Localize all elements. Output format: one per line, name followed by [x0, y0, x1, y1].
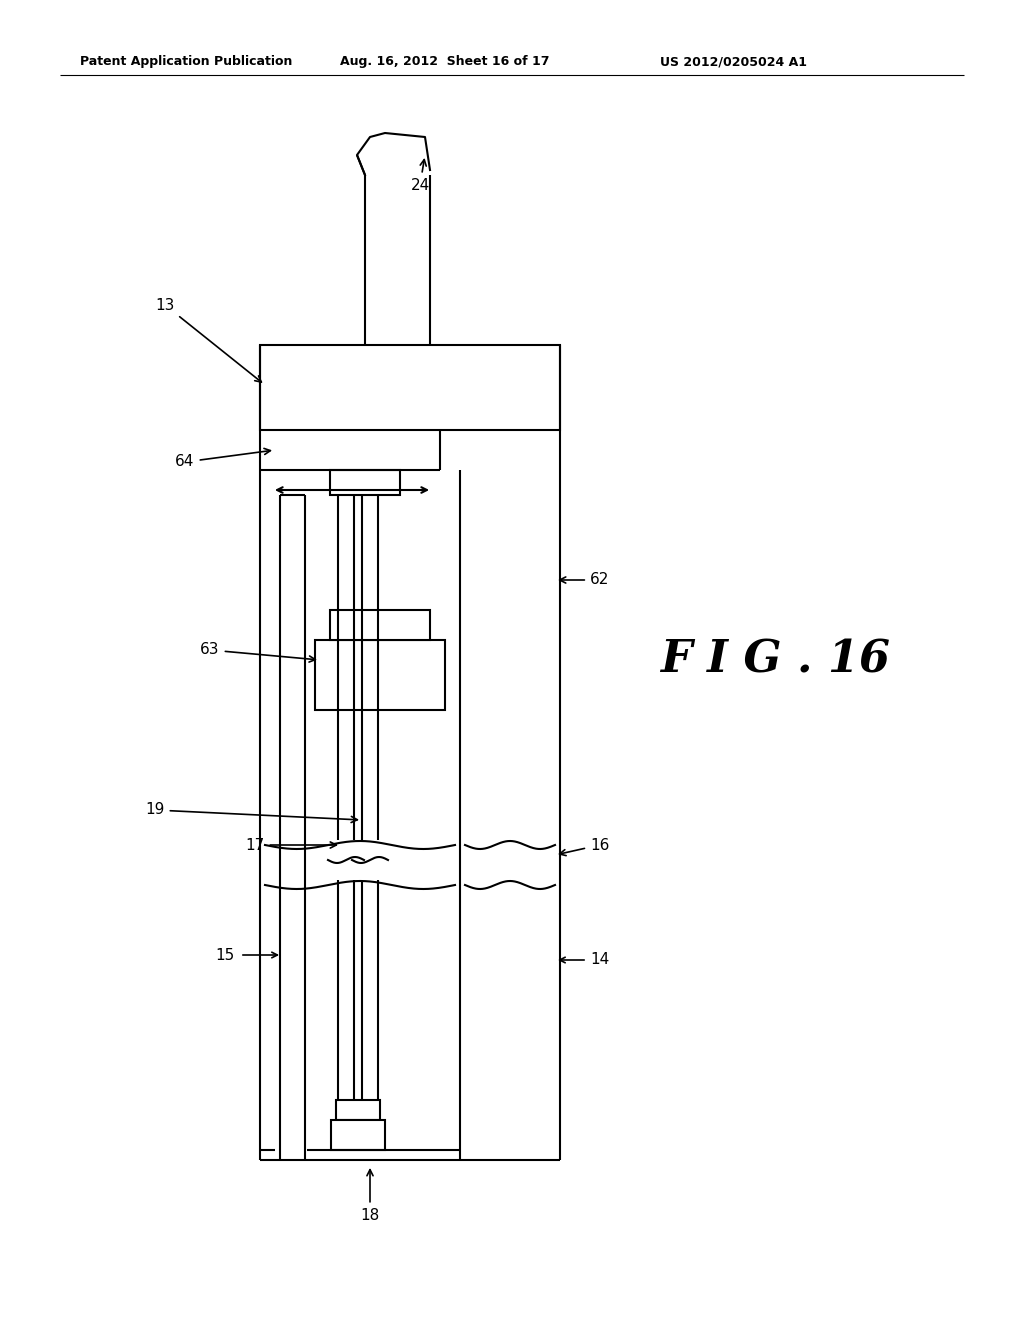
Text: 64: 64: [175, 449, 270, 470]
Text: 14: 14: [590, 953, 609, 968]
Bar: [315, 640, 445, 710]
Text: 16: 16: [559, 837, 609, 855]
Bar: [260, 345, 560, 430]
Text: 24: 24: [411, 160, 430, 193]
Text: 19: 19: [145, 803, 357, 822]
Text: Patent Application Publication: Patent Application Publication: [80, 55, 293, 69]
Text: 18: 18: [360, 1170, 380, 1222]
Bar: [336, 1100, 380, 1119]
Text: US 2012/0205024 A1: US 2012/0205024 A1: [660, 55, 807, 69]
Bar: [331, 1119, 385, 1150]
Text: 17: 17: [246, 837, 336, 853]
Text: Aug. 16, 2012  Sheet 16 of 17: Aug. 16, 2012 Sheet 16 of 17: [340, 55, 550, 69]
Text: 15: 15: [215, 948, 234, 962]
Bar: [330, 470, 400, 495]
Text: 62: 62: [560, 573, 609, 587]
Text: 13: 13: [156, 297, 261, 381]
Bar: [330, 610, 430, 640]
Text: F I G . 16: F I G . 16: [660, 639, 890, 681]
Text: 63: 63: [201, 643, 315, 663]
